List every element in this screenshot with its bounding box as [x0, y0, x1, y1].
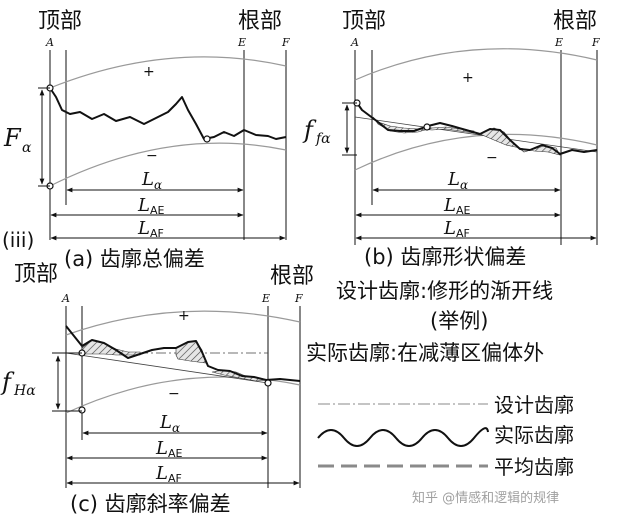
panel-a-point-a: A: [45, 36, 54, 49]
svg-text:α: α: [460, 178, 468, 192]
legend: 设计齿廓 实际齿廓 平均齿廓: [317, 393, 574, 479]
panel-a-mid-dot: [203, 135, 211, 143]
panel-a-l-alpha: L: [141, 169, 154, 190]
svg-text:α: α: [172, 421, 180, 435]
svg-text:L: L: [443, 218, 456, 239]
svg-text:+: +: [462, 70, 474, 86]
legend-actual-label: 实际齿廓: [494, 423, 574, 447]
panel-c-caption: (c) 齿廓斜率偏差: [70, 492, 231, 516]
panel-a-actual-profile: [49, 87, 287, 140]
svg-text:L: L: [155, 463, 168, 484]
svg-text:AF: AF: [168, 472, 182, 485]
panel-c-symbol-sub: Hα: [13, 383, 36, 399]
svg-text:E: E: [554, 36, 563, 49]
svg-text:F: F: [591, 36, 600, 49]
panel-a-symbol: F: [3, 124, 22, 152]
panel-a-minus-sign: −: [146, 148, 158, 164]
panel-c-upper-bound: [65, 310, 301, 336]
panel-b-upper-bound: [354, 48, 598, 81]
panel-c-actual-profile: [65, 325, 301, 382]
panel-a-point-f: F: [281, 36, 290, 49]
panel-b-tip-label: 顶部: [342, 9, 386, 34]
panel-a-l-af: L: [137, 218, 150, 239]
panel-a-caption: (a) 齿廓总偏差: [64, 247, 205, 271]
svg-text:AF: AF: [150, 227, 164, 240]
note-example: (举例): [430, 309, 488, 333]
svg-text:L: L: [155, 438, 168, 459]
panel-b-caption: (b) 齿廓形状偏差: [364, 245, 526, 269]
svg-text:E: E: [261, 292, 270, 305]
note-design-profile: 设计齿廓:修形的渐开线: [336, 279, 553, 303]
svg-text:AE: AE: [168, 447, 183, 460]
notes: 设计齿廓:修形的渐开线 (举例) 实际齿廓:在减薄区偏体外: [306, 279, 553, 365]
panel-a-tip-label: 顶部: [38, 9, 82, 34]
svg-text:−: −: [486, 150, 498, 166]
panel-c: 顶部 根部 A E F + − f Hα L α L AE: [0, 262, 314, 516]
panel-a-l-ae: L: [137, 195, 150, 216]
svg-text:−: −: [168, 386, 180, 402]
svg-text:α: α: [154, 178, 162, 192]
svg-text:AE: AE: [150, 204, 165, 217]
legend-mean-label: 平均齿廓: [494, 455, 574, 479]
panel-a-lower-bound: [49, 142, 287, 187]
panel-c-tip-label: 顶部: [14, 262, 58, 287]
svg-text:L: L: [447, 169, 460, 190]
svg-text:AF: AF: [456, 227, 470, 240]
panel-a-upper-bound: [49, 56, 287, 89]
panel-b-symbol-sub: fα: [315, 131, 331, 147]
panel-a-symbol-sub: α: [22, 140, 32, 156]
panel-b-actual-profile: [354, 99, 598, 155]
legend-actual-line: [317, 427, 489, 447]
svg-text:+: +: [178, 308, 190, 324]
panel-a-plus-sign: +: [143, 64, 155, 80]
panel-b-root-label: 根部: [553, 9, 597, 34]
svg-text:L: L: [443, 195, 456, 216]
panel-c-symbol: f: [0, 368, 15, 396]
panel-b: 顶部 根部 A E F + − f fα L α L AE L: [302, 9, 600, 269]
panel-c-mean-line: [65, 352, 269, 384]
svg-text:A: A: [350, 36, 359, 49]
panel-b-symbol: f: [302, 116, 317, 144]
panel-c-root-label: 根部: [270, 264, 314, 289]
panel-b-mean-line: [354, 116, 598, 153]
panel-a-root-label: 根部: [238, 9, 282, 34]
panel-a-iii-label: (iii): [2, 228, 34, 252]
panel-b-lower-bound: [354, 133, 598, 171]
note-actual-profile: 实际齿廓:在减薄区偏体外: [306, 341, 544, 365]
panel-a: 顶部 根部 A E F + − F α L α L AE L: [2, 9, 290, 271]
svg-text:AE: AE: [456, 204, 471, 217]
watermark: 知乎 @情感和逻辑的规律: [412, 490, 559, 506]
svg-text:F: F: [294, 292, 303, 305]
svg-text:A: A: [61, 292, 70, 305]
panel-a-point-e: E: [237, 36, 246, 49]
svg-text:L: L: [159, 412, 172, 433]
legend-design-label: 设计齿廓: [494, 393, 574, 417]
